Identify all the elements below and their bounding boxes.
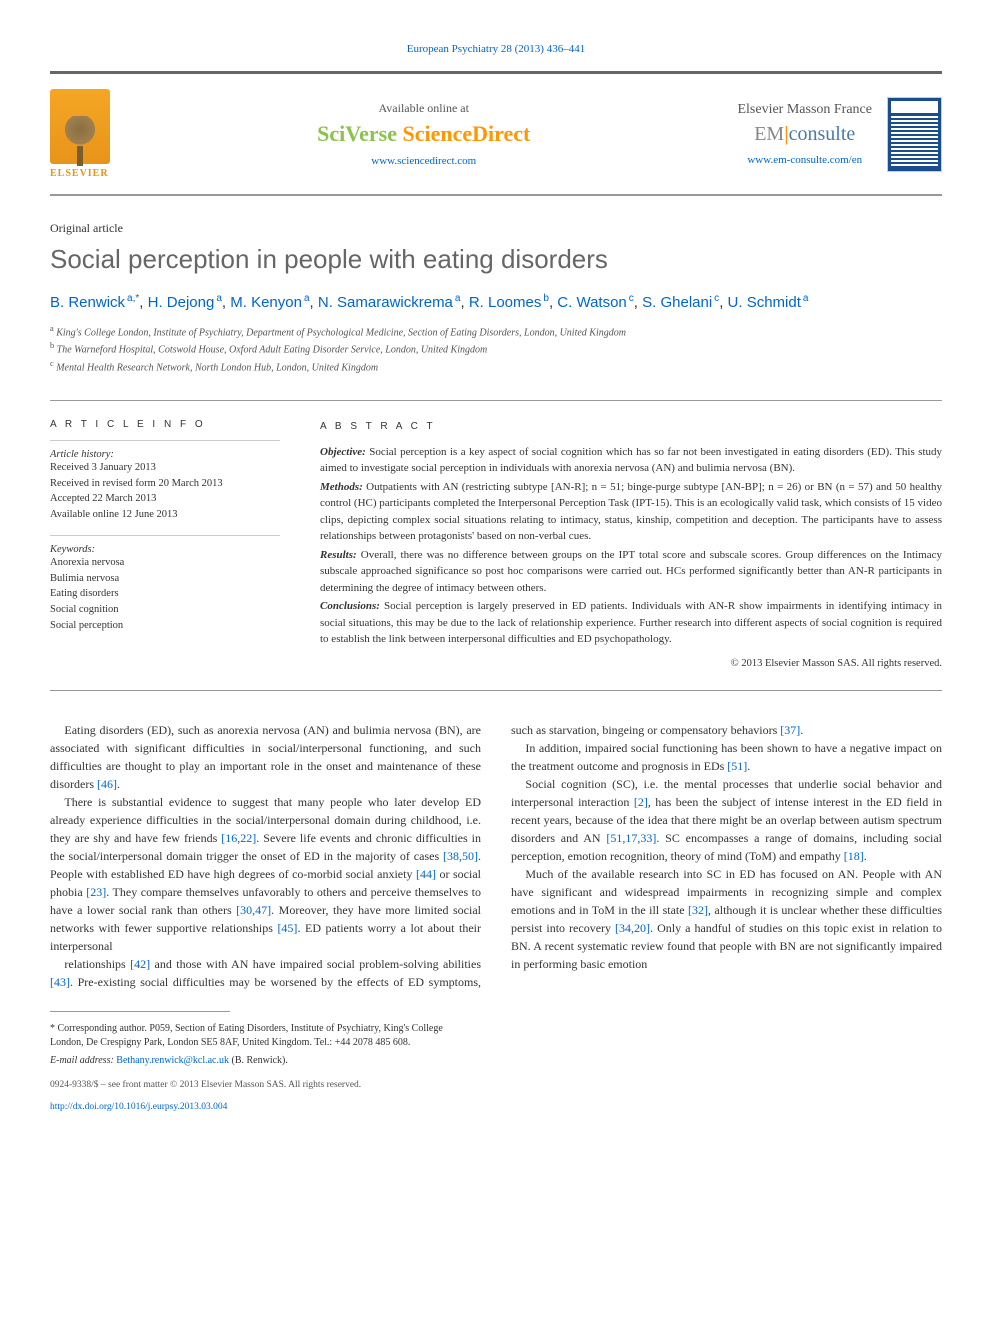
consulte-text: consulte xyxy=(789,123,856,145)
author-email-link[interactable]: Bethany.renwick@kcl.ac.uk xyxy=(116,1055,229,1066)
citation-link[interactable]: [16,22] xyxy=(221,831,256,845)
body-paragraph: In addition, impaired social functioning… xyxy=(511,739,942,775)
sciencedirect-url[interactable]: www.sciencedirect.com xyxy=(371,155,476,167)
abstract-section: Results: Overall, there was no differenc… xyxy=(320,547,942,597)
article-body: Eating disorders (ED), such as anorexia … xyxy=(50,721,942,991)
body-paragraph: There is substantial evidence to suggest… xyxy=(50,793,481,955)
em-consulte-block: Elsevier Masson France EM|consulte www.e… xyxy=(737,102,872,167)
email-footnote: E-mail address: Bethany.renwick@kcl.ac.u… xyxy=(50,1054,478,1068)
citation-link[interactable]: [34,20] xyxy=(615,921,650,935)
author-link[interactable]: S. Ghelani c xyxy=(642,294,719,311)
article-info-column: A R T I C L E I N F O Article history: R… xyxy=(50,419,280,672)
body-paragraph: Social cognition (SC), i.e. the mental p… xyxy=(511,775,942,865)
history-line: Available online 12 June 2013 xyxy=(50,507,280,523)
sciverse-logo: SciVerse ScienceDirect xyxy=(110,121,737,147)
em-consulte-logo: EM|consulte xyxy=(737,123,872,146)
abstract-section: Objective: Social perception is a key as… xyxy=(320,444,942,477)
sciencedirect-block: Available online at SciVerse ScienceDire… xyxy=(110,101,737,168)
history-line: Received in revised form 20 March 2013 xyxy=(50,476,280,492)
elsevier-logo xyxy=(50,89,110,164)
sciencedirect-text: ScienceDirect xyxy=(402,121,530,146)
abstract-section: Methods: Outpatients with AN (restrictin… xyxy=(320,479,942,545)
journal-reference[interactable]: European Psychiatry 28 (2013) 436–441 xyxy=(407,43,585,55)
affiliation-c: c Mental Health Research Network, North … xyxy=(50,358,942,375)
issn-line: 0924-9338/$ – see front matter © 2013 El… xyxy=(50,1080,478,1090)
citation-link[interactable]: [45] xyxy=(277,921,297,935)
doi-link[interactable]: http://dx.doi.org/10.1016/j.eurpsy.2013.… xyxy=(50,1102,227,1112)
article-history-label: Article history: xyxy=(50,449,280,460)
abstract-heading: A B S T R A C T xyxy=(320,419,942,434)
article-history-block: Article history: Received 3 January 2013… xyxy=(50,440,280,523)
citation-link[interactable]: [51] xyxy=(727,759,747,773)
abstract-column: A B S T R A C T Objective: Social percep… xyxy=(320,419,942,672)
elsevier-tree-icon xyxy=(60,116,100,161)
keyword-line: Bulimia nervosa xyxy=(50,571,280,587)
abstract-section: Conclusions: Social perception is largel… xyxy=(320,598,942,648)
body-paragraph: Much of the available research into SC i… xyxy=(511,865,942,973)
elsevier-logo-block: ELSEVIER xyxy=(50,89,110,179)
affiliations-block: a King's College London, Institute of Ps… xyxy=(50,323,942,375)
author-link[interactable]: H. Dejong a xyxy=(148,294,222,311)
publisher-banner: ELSEVIER Available online at SciVerse Sc… xyxy=(50,71,942,196)
em-text: EM xyxy=(754,123,784,145)
citation-link[interactable]: [43] xyxy=(50,975,70,989)
elsevier-block: ELSEVIER xyxy=(50,89,110,179)
info-abstract-row: A R T I C L E I N F O Article history: R… xyxy=(50,400,942,691)
citation-link[interactable]: [37] xyxy=(780,723,800,737)
citation-link[interactable]: [46] xyxy=(97,777,117,791)
elsevier-label: ELSEVIER xyxy=(50,168,110,179)
article-info-heading: A R T I C L E I N F O xyxy=(50,419,280,430)
keyword-line: Eating disorders xyxy=(50,586,280,602)
available-online-label: Available online at xyxy=(110,101,737,116)
author-link[interactable]: N. Samarawickrema a xyxy=(318,294,461,311)
citation-link[interactable]: [2] xyxy=(634,795,648,809)
footnote-separator xyxy=(50,1011,230,1012)
body-paragraph: Eating disorders (ED), such as anorexia … xyxy=(50,721,481,793)
sciverse-text: SciVerse xyxy=(317,121,402,146)
citation-link[interactable]: [51,17,33] xyxy=(606,831,656,845)
affiliation-a: a King's College London, Institute of Ps… xyxy=(50,323,942,340)
history-line: Received 3 January 2013 xyxy=(50,460,280,476)
author-link[interactable]: U. Schmidt a xyxy=(728,294,809,311)
author-link[interactable]: M. Kenyon a xyxy=(230,294,309,311)
citation-link[interactable]: [44] xyxy=(416,867,436,881)
em-consulte-url[interactable]: www.em-consulte.com/en xyxy=(747,154,862,166)
citation-link[interactable]: [23] xyxy=(86,885,106,899)
citation-link[interactable]: [42] xyxy=(130,957,150,971)
keyword-line: Anorexia nervosa xyxy=(50,555,280,571)
citation-link[interactable]: [32] xyxy=(688,903,708,917)
keyword-line: Social perception xyxy=(50,618,280,634)
corresponding-author-footnote: * Corresponding author. P059, Section of… xyxy=(50,1022,478,1050)
citation-link[interactable]: [18] xyxy=(844,849,864,863)
author-list: B. Renwick a,*, H. Dejong a, M. Kenyon a… xyxy=(50,293,942,311)
email-author-name: (B. Renwick). xyxy=(231,1055,287,1066)
keywords-label: Keywords: xyxy=(50,544,280,555)
history-line: Accepted 22 March 2013 xyxy=(50,491,280,507)
article-type-label: Original article xyxy=(50,221,942,236)
citation-link[interactable]: [38,50] xyxy=(443,849,478,863)
citation-link[interactable]: [30,47] xyxy=(236,903,271,917)
abstract-copyright: © 2013 Elsevier Masson SAS. All rights r… xyxy=(320,656,942,672)
author-link[interactable]: C. Watson c xyxy=(557,294,633,311)
journal-cover-thumbnail xyxy=(887,97,942,172)
journal-header: European Psychiatry 28 (2013) 436–441 xyxy=(50,40,942,56)
keywords-block: Keywords: Anorexia nervosaBulimia nervos… xyxy=(50,535,280,634)
author-link[interactable]: B. Renwick a,* xyxy=(50,294,139,311)
article-title: Social perception in people with eating … xyxy=(50,244,942,275)
affiliation-b: b The Warneford Hospital, Cotswold House… xyxy=(50,340,942,357)
author-link[interactable]: R. Loomes b xyxy=(469,294,549,311)
email-label: E-mail address: xyxy=(50,1055,114,1066)
em-brand-label: Elsevier Masson France xyxy=(737,102,872,118)
keyword-line: Social cognition xyxy=(50,602,280,618)
